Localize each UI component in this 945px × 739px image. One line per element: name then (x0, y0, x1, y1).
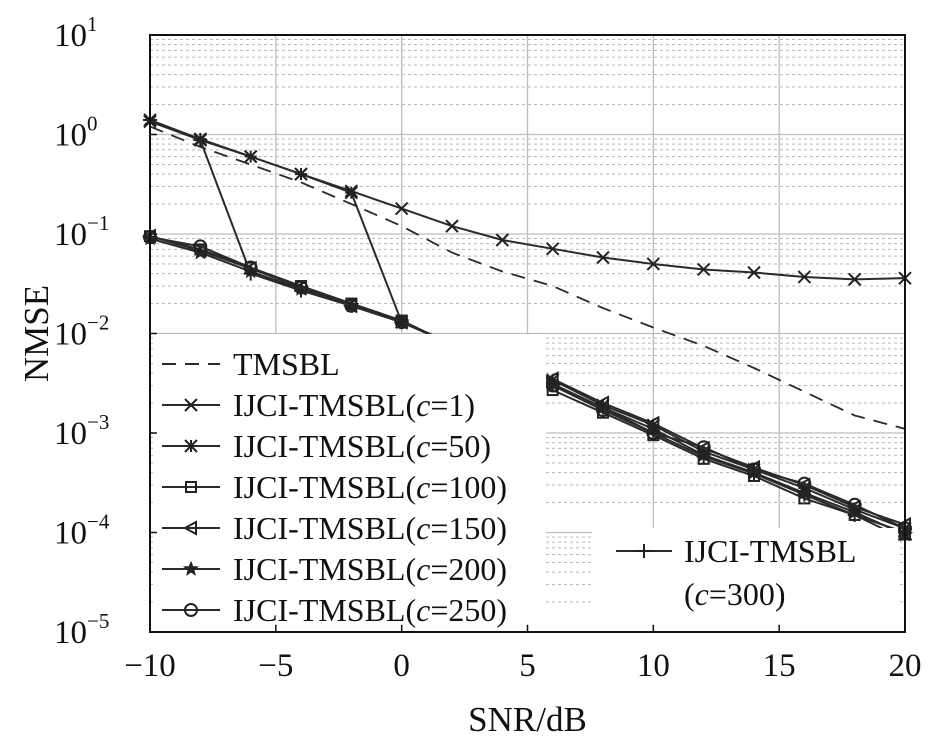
x-tick-label: −10 (124, 648, 176, 684)
y-axis-ticks: 101 100 10−1 10−2 10−3 10−4 10−5 (54, 12, 157, 651)
marker-plus (344, 298, 359, 313)
series-line (149, 125, 906, 430)
marker-plus (394, 315, 409, 330)
marker-plus (747, 466, 761, 481)
y-tick-label: 100 (54, 112, 98, 154)
legend: TMSBL IJCI-TMSBL(c=1) IJCI-TMSBL(c=50) IJCI… (153, 334, 898, 628)
marker-x (646, 257, 661, 271)
marker-circle (184, 603, 198, 617)
x-tick-label: 5 (519, 648, 536, 684)
marker-triangle-left (182, 520, 197, 536)
marker-plus (545, 377, 560, 392)
y-tick-label: 10−3 (54, 410, 109, 452)
legend-entry: IJCI-TMSBL(c=200) (162, 551, 507, 587)
legend-entry: IJCI-TMSBL(c=150) (162, 510, 507, 546)
marker-x (445, 219, 459, 233)
y-axis-title: NMSE (17, 285, 56, 382)
marker-star (182, 560, 200, 576)
y-tick-label: 10−1 (54, 211, 109, 253)
y-tick-label: 10−5 (54, 609, 109, 651)
marker-asterisk (184, 439, 198, 453)
x-axis-ticks: −10 −5 0 5 10 15 20 (124, 625, 922, 684)
marker-x (184, 398, 198, 412)
marker-plus (294, 283, 308, 298)
marker-plus (596, 400, 610, 415)
legend-label: IJCI-TMSBL (684, 533, 856, 569)
legend-label: IJCI-TMSBL(c=200) (233, 551, 507, 587)
x-tick-label: −5 (258, 648, 293, 684)
marker-x (596, 250, 610, 265)
legend-entry: IJCI-TMSBL(c=250) (162, 592, 507, 628)
legend-label: IJCI-TMSBL(c=150) (233, 510, 507, 546)
marker-asterisk (344, 186, 359, 200)
y-tick-label: 10−4 (54, 510, 110, 552)
legend-entry: IJCI-TMSBL(c=50) (162, 428, 491, 464)
x-tick-label: 0 (393, 648, 410, 684)
legend-box (153, 334, 546, 624)
legend-label: IJCI-TMSBL(c=250) (233, 592, 507, 628)
marker-plus (696, 449, 711, 464)
marker-plus (243, 266, 258, 281)
marker-asterisk (243, 149, 258, 164)
marker-square (185, 481, 197, 493)
legend-label: IJCI-TMSBL(c=100) (233, 469, 507, 505)
marker-plus (193, 133, 208, 148)
marker-asterisk (294, 167, 308, 181)
marker-x (847, 272, 862, 287)
marker-x (747, 265, 761, 280)
y-tick-label: 101 (54, 12, 98, 54)
marker-plus (797, 487, 812, 502)
legend-label: TMSBL (233, 346, 340, 382)
marker-plus (637, 544, 651, 558)
marker-x (394, 201, 409, 216)
marker-x (797, 270, 812, 284)
legend-label: IJCI-TMSBL(c=50) (233, 428, 491, 464)
legend-label: (c=300) (684, 576, 786, 612)
legend-entry: TMSBL (162, 346, 340, 382)
legend-label: IJCI-TMSBL(c=1) (233, 387, 475, 423)
x-tick-label: 20 (889, 648, 922, 684)
marker-circle (193, 239, 208, 254)
marker-x (545, 242, 560, 256)
x-tick-label: 10 (637, 648, 670, 684)
series-0 (149, 125, 906, 430)
legend-entry: IJCI-TMSBL(c=1) (162, 387, 475, 423)
marker-x (495, 233, 510, 247)
marker-x (696, 262, 711, 277)
marker-plus (646, 426, 661, 440)
legend-entry: IJCI-TMSBL(c=100) (162, 469, 507, 505)
marker-plus (847, 507, 862, 522)
x-tick-label: 15 (763, 648, 796, 684)
legend-entry: IJCI-TMSBL (c=300) (616, 533, 856, 612)
x-axis-title: SNR/dB (468, 700, 587, 739)
y-tick-label: 10−2 (54, 311, 109, 353)
